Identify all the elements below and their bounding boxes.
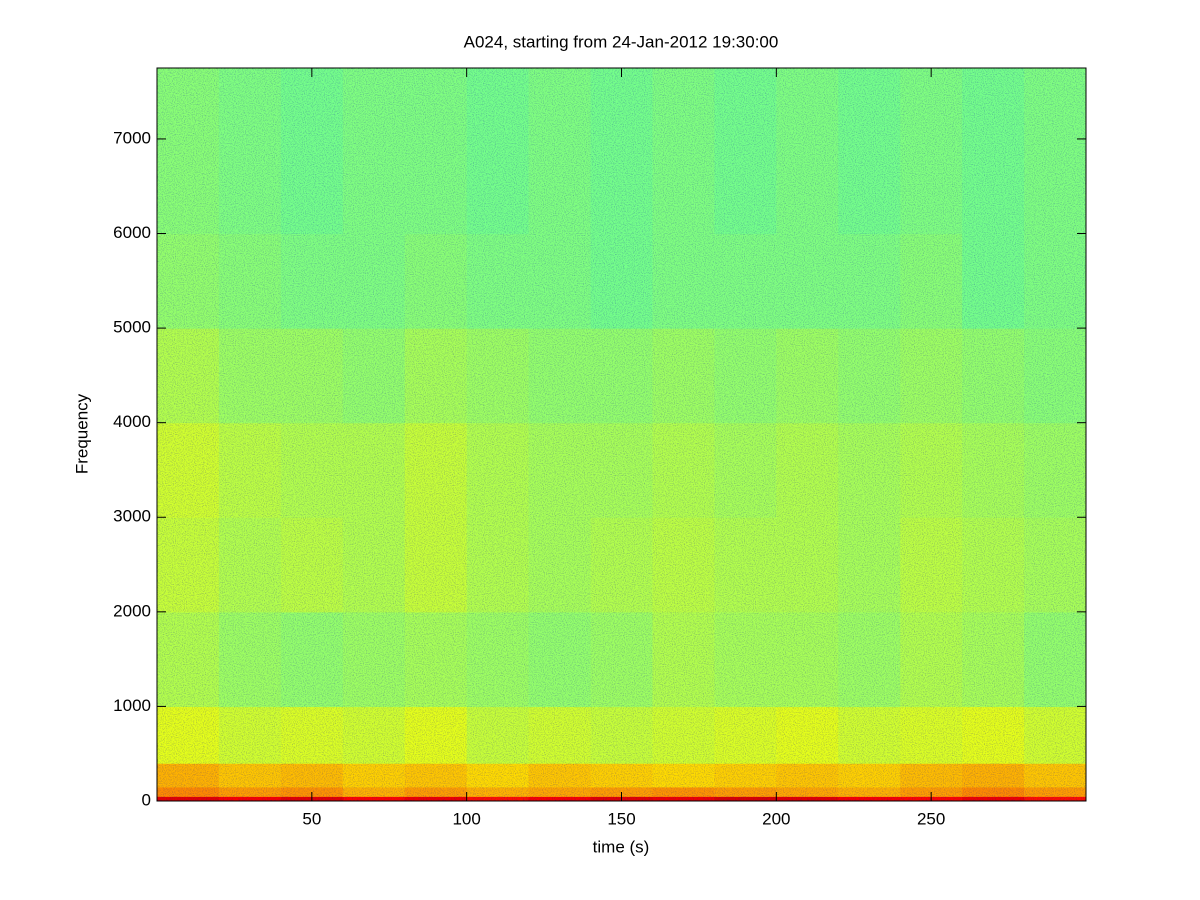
x-tick-label: 200: [762, 809, 790, 828]
y-tick-label: 3000: [113, 507, 151, 526]
x-tick-label: 100: [452, 809, 480, 828]
x-tick-label: 250: [917, 809, 945, 828]
chart-title: A024, starting from 24-Jan-2012 19:30:00: [464, 32, 779, 51]
y-tick-label: 7000: [113, 128, 151, 147]
y-tick-label: 0: [142, 790, 151, 809]
x-tick-label: 50: [302, 809, 321, 828]
y-tick-label: 4000: [113, 412, 151, 431]
x-axis-label: time (s): [593, 837, 650, 856]
y-axis-label: Frequency: [72, 393, 91, 474]
y-tick-label: 6000: [113, 223, 151, 242]
noise-texture: [157, 68, 1086, 801]
x-tick-label: 150: [607, 809, 635, 828]
y-tick-label: 2000: [113, 601, 151, 620]
y-tick-label: 5000: [113, 318, 151, 337]
y-tick-label: 1000: [113, 696, 151, 715]
